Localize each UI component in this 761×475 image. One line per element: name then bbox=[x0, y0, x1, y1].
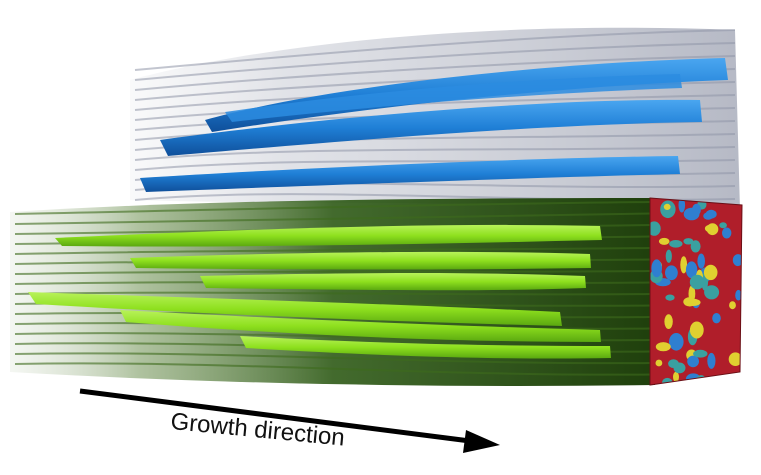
cross-section-grain bbox=[685, 298, 701, 306]
cross-section-grain bbox=[704, 285, 720, 300]
cross-section-grain bbox=[665, 265, 678, 281]
cross-section-grain bbox=[650, 221, 661, 236]
cross-section-grain bbox=[685, 261, 698, 279]
cross-section-grain bbox=[651, 259, 662, 278]
cross-section-grain bbox=[693, 349, 708, 358]
cross-section-grain bbox=[678, 198, 686, 213]
cross-section-grain bbox=[664, 314, 673, 329]
gray-strand bbox=[134, 29, 736, 71]
cross-section-grain bbox=[728, 352, 742, 367]
cross-section-grain bbox=[658, 237, 670, 245]
cross-section-grain bbox=[663, 203, 671, 210]
green-strand bbox=[14, 291, 653, 296]
cross-section-grain bbox=[655, 359, 663, 367]
cross-section-grain bbox=[665, 249, 672, 263]
cross-section-grain bbox=[673, 362, 686, 374]
cross-section-grain bbox=[735, 289, 742, 301]
gray-strand bbox=[134, 55, 736, 91]
cross-section-grain bbox=[719, 222, 727, 229]
cross-section-grain bbox=[689, 321, 704, 339]
cross-section-grain bbox=[697, 253, 705, 269]
cross-section-grain bbox=[704, 224, 718, 233]
cross-section-grain bbox=[703, 212, 714, 220]
cross-section-grain bbox=[703, 264, 718, 281]
cross-section-grain bbox=[683, 238, 694, 245]
cross-section-grain bbox=[712, 313, 721, 324]
green-strand bbox=[14, 247, 653, 255]
cross-section-grain bbox=[690, 240, 701, 253]
gray-strand bbox=[134, 42, 736, 81]
cross-section-grain bbox=[680, 256, 688, 274]
cross-section-grain bbox=[732, 254, 742, 267]
green-strand bbox=[14, 352, 653, 365]
green-strand bbox=[14, 212, 653, 225]
cross-section-grain bbox=[669, 333, 684, 351]
blue-phase-rods bbox=[140, 58, 728, 192]
cross-section-grain bbox=[673, 371, 679, 383]
cross-section-grain bbox=[707, 352, 716, 369]
cross-section-grain bbox=[683, 207, 700, 221]
growth-direction-arrow bbox=[79, 388, 500, 453]
cross-section-grain bbox=[655, 342, 671, 352]
cross-section-grain bbox=[687, 355, 699, 368]
cross-section-grain bbox=[722, 227, 732, 239]
cross-section-grain bbox=[665, 294, 675, 301]
cross-section-grain bbox=[729, 301, 736, 310]
green-phase-rods bbox=[28, 224, 611, 359]
green-strand bbox=[14, 362, 653, 376]
green-strand bbox=[14, 201, 653, 215]
cross-section-face bbox=[649, 197, 743, 386]
gray-strand bbox=[134, 146, 736, 161]
cross-section-grain bbox=[669, 240, 683, 248]
cross-section-grain bbox=[689, 274, 705, 290]
green-strand bbox=[14, 270, 653, 275]
